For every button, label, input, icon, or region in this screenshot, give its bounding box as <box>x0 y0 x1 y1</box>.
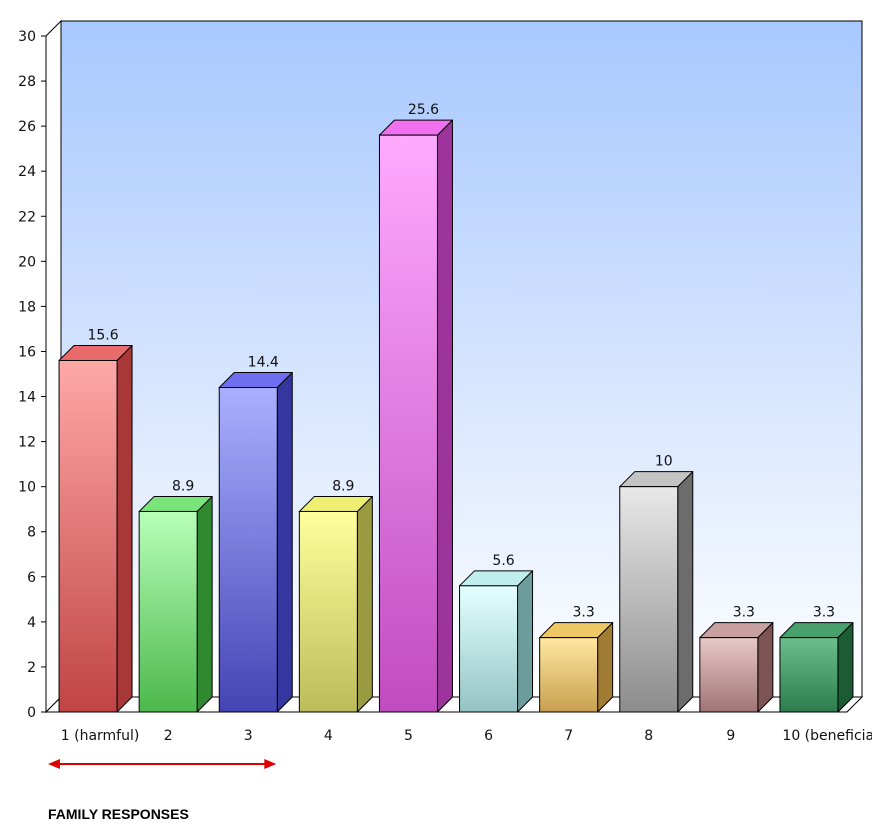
x-tick-label: 6 <box>484 728 493 744</box>
bar-3 <box>218 372 293 713</box>
bar-4 <box>298 495 373 713</box>
y-tick-label: 26 <box>18 119 36 135</box>
bar-front-face <box>619 486 679 713</box>
bar-1-harmful- <box>58 344 133 713</box>
y-tick-label: 14 <box>18 390 36 406</box>
bar-6 <box>459 570 534 713</box>
y-tick-label: 0 <box>27 705 36 721</box>
bar-side-face <box>356 495 373 713</box>
range-arrow <box>48 759 277 769</box>
y-tick-label: 30 <box>18 29 36 45</box>
y-tick-label: 8 <box>27 525 36 541</box>
range-arrow-right-head <box>264 759 277 769</box>
x-tick-label: 3 <box>244 728 253 744</box>
y-tick-label: 12 <box>18 435 36 451</box>
x-tick-label: 5 <box>404 728 413 744</box>
bar-side-face <box>517 570 534 713</box>
bar-9 <box>699 622 774 713</box>
bar-5 <box>378 119 453 713</box>
x-tick-label: 2 <box>164 728 173 744</box>
data-label: 10 <box>655 454 673 470</box>
y-tick-label: 6 <box>27 570 36 586</box>
bar-10-beneficial- <box>779 622 854 713</box>
bar-front-face <box>779 637 839 713</box>
bar-side-face <box>677 471 694 713</box>
y-tick-label: 10 <box>18 480 36 496</box>
bar-front-face <box>378 134 438 713</box>
y-tick-label: 24 <box>18 164 36 180</box>
bar-front-face <box>699 637 759 713</box>
bar-8 <box>619 471 694 713</box>
y-tick-label: 28 <box>18 74 36 90</box>
x-tick-label: 1 (harmful) <box>61 728 140 744</box>
bar-side-face <box>276 372 293 713</box>
y-tick-label: 2 <box>27 660 36 676</box>
data-label: 3.3 <box>573 605 595 621</box>
bar-front-face <box>539 637 599 713</box>
y-tick-label: 4 <box>27 615 36 631</box>
data-label: 8.9 <box>332 478 354 494</box>
data-label: 3.3 <box>733 605 755 621</box>
bar-front-face <box>459 585 519 713</box>
data-label: 5.6 <box>492 553 514 569</box>
y-tick-label: 20 <box>18 254 36 270</box>
y-tick-label: 22 <box>18 209 36 225</box>
data-label: 25.6 <box>408 102 439 118</box>
bar-7 <box>539 622 614 713</box>
data-label: 15.6 <box>87 327 118 343</box>
x-tick-label: 9 <box>726 728 735 744</box>
x-tick-label: 8 <box>644 728 653 744</box>
range-arrow-left-head <box>48 759 60 769</box>
y-tick-label: 16 <box>18 344 36 360</box>
x-tick-label: 4 <box>324 728 333 744</box>
data-label: 8.9 <box>172 478 194 494</box>
bar-2 <box>138 495 213 713</box>
y-tick-label: 18 <box>18 299 36 315</box>
bar-front-face <box>138 510 198 713</box>
x-tick-label: 7 <box>564 728 573 744</box>
bar-front-face <box>298 510 358 713</box>
bar-front-face <box>218 387 278 713</box>
bar-side-face <box>116 344 133 713</box>
data-label: 14.4 <box>248 355 279 371</box>
x-tick-label: 10 (beneficial) <box>782 728 872 744</box>
bar-side-face <box>436 119 453 713</box>
bar-side-face <box>196 495 213 713</box>
data-label: 3.3 <box>813 605 835 621</box>
bar-front-face <box>58 359 118 713</box>
chart-caption: FAMILY RESPONSES <box>48 806 189 822</box>
